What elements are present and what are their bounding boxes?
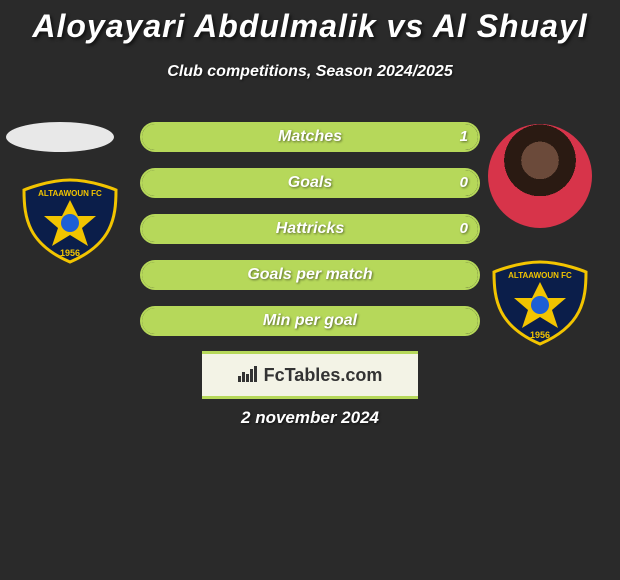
stat-value-right: 0 xyxy=(460,170,468,196)
stat-label: Min per goal xyxy=(142,308,478,334)
stat-row: Goals per match xyxy=(140,260,480,290)
stat-label: Goals per match xyxy=(142,262,478,288)
page-subtitle: Club competitions, Season 2024/2025 xyxy=(0,63,620,81)
crest-year-text: 1956 xyxy=(60,248,80,258)
crest-name-text: ALTAAWOUN FC xyxy=(508,271,572,280)
watermark-text: FcTables.com xyxy=(264,365,383,385)
stat-row: Min per goal xyxy=(140,306,480,336)
date-text: 2 november 2024 xyxy=(0,408,620,428)
stat-row: Goals 0 xyxy=(140,168,480,198)
club-crest-left: ALTAAWOUN FC 1956 xyxy=(20,178,120,264)
crest-name-text: ALTAAWOUN FC xyxy=(38,189,102,198)
player-left-avatar-placeholder xyxy=(6,122,114,152)
stats-container: Matches 1 Goals 0 Hattricks 0 Goals per … xyxy=(140,122,480,352)
stat-value-right: 1 xyxy=(460,124,468,150)
crest-year-text: 1956 xyxy=(530,330,550,340)
watermark: FcTables.com xyxy=(202,351,418,399)
stat-label: Matches xyxy=(142,124,478,150)
page-title: Aloyayari Abdulmalik vs Al Shuayl xyxy=(0,0,620,45)
stat-label: Hattricks xyxy=(142,216,478,242)
stat-label: Goals xyxy=(142,170,478,196)
player-right-avatar xyxy=(488,124,592,228)
chart-icon xyxy=(238,355,258,397)
stat-row: Matches 1 xyxy=(140,122,480,152)
stat-row: Hattricks 0 xyxy=(140,214,480,244)
stat-value-right: 0 xyxy=(460,216,468,242)
club-crest-right: ALTAAWOUN FC 1956 xyxy=(490,260,590,346)
